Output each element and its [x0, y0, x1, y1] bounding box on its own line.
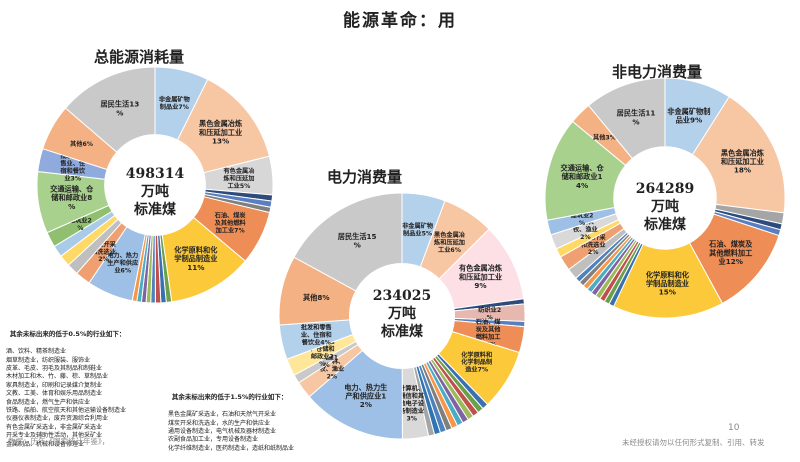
page-number: 10	[728, 423, 740, 433]
center-label-electric: 234025 万吨 标准煤	[352, 287, 452, 341]
footnote-line: 文教、工美、体育和娱乐用品制造业	[6, 390, 103, 398]
slice-label: 其他6%	[70, 140, 93, 148]
slice-label: 黑色金属冶炼和压延加工业6%	[434, 231, 466, 254]
slice-label: 其他8%	[303, 293, 330, 302]
center-unit: 万吨	[651, 199, 679, 215]
footnote-line: 化学纤维制造业，医药制造业，造纸和纸制品业	[168, 444, 295, 452]
slice-label: 电力、热力生产和供应业6%	[107, 251, 139, 274]
footnote-line: 黑色金属矿采选业，石油和天然气开采业	[168, 411, 277, 419]
donut-chart-total: 非金属矿物制品业7% 黑色金属冶炼和压延加工业 13% 有色金属冶炼和压延加工业5% 石…	[36, 66, 274, 304]
footnote-left-heading: 其余未标出来的低于0.5%的行业如下：	[9, 330, 126, 339]
donut-slice	[691, 95, 786, 214]
slice-label: 交通运输、仓储和邮政业1 4%	[561, 163, 605, 189]
center-unit: 万吨	[141, 184, 169, 200]
slice-label: 建筑业2%	[570, 212, 594, 227]
footnote-line: 皮革、毛皮、羽毛及其制品和制鞋业	[6, 365, 103, 373]
slice-label: 化学原料和化学制品制造业 15%	[646, 270, 690, 296]
chart-title-nonelectric: 非电力消费量	[612, 63, 703, 81]
footnote-right-heading: 其余未标出来的低于1.5%的行业如下：	[171, 393, 288, 402]
center-unit2: 标准煤	[134, 202, 176, 218]
footnote-line: 煤炭开采和洗选业，水的生产和供应业	[168, 419, 271, 427]
footnote-line: 烟草制造业，纺织服装、服饰业	[6, 356, 91, 364]
donut-slice	[587, 77, 666, 160]
footnote-left-lines: 酒、饮料、精茶制造业 烟草制造业，纺织服装、服饰业 皮革、毛皮、羽毛及其制品和制鞋业…	[6, 348, 126, 449]
footnote-line: 农副食品加工业，专用设备制造业	[168, 436, 259, 444]
footnote-line: 酒、饮料、精茶制造业	[6, 348, 67, 356]
chart-title-total: 总能源消耗量	[94, 48, 185, 66]
slice-label: 石油、煤炭及其他燃料加工业7%	[214, 212, 247, 235]
slice-label: 居民生活15%	[338, 232, 377, 250]
center-value: 498314	[125, 166, 185, 182]
slice-label: 黑色金属冶炼和压延加工业 13%	[198, 119, 243, 145]
footnote-left: 其余未标出来的低于0.5%的行业如下： 酒、饮料、精茶制造业 烟草制造业，纺织服装…	[6, 322, 126, 458]
slice-label: 居民生活11%	[617, 109, 656, 127]
footnote-line: 通用设备制造业，电气机械及器材制造业	[168, 428, 277, 436]
footnote-line: 家具制造业，印刷和记录媒介复制业	[6, 381, 103, 389]
slice-label: 有色金属冶炼和压延加工业5%	[223, 167, 255, 190]
footnote-line: 木材加工和木、竹、藤、棕、草制品业	[6, 373, 109, 381]
footnote-line: 仪器仪表制造业，废弃资源综合利用业	[6, 415, 109, 423]
footnote-line: 开采专业及辅助性活动，其他采矿业	[6, 432, 103, 440]
slice-label: 化学原料和化学制品制造业7%	[461, 351, 492, 374]
slice-label: 批发和零售业、住宿和餐饮业4%	[301, 324, 332, 347]
center-value: 234025	[372, 288, 432, 304]
slice-label: 居民生活13%	[100, 100, 139, 118]
center-unit2: 标准煤	[381, 324, 423, 340]
slice-label: 黑色金属冶炼和压延加工业 18%	[720, 148, 765, 174]
slice-label: 纺织业2%	[478, 306, 501, 321]
chart-title-electric: 电力消费量	[327, 168, 403, 186]
slice-label: 交通运输、仓储和邮政业8%	[50, 185, 94, 211]
page-title: 能源革命：用	[343, 11, 457, 31]
slice-label: 非金属矿物制品业5%	[402, 222, 434, 237]
footnote-line: 铁路、船舶、航空航天和其他运输设备制造业	[6, 407, 127, 415]
footnote-right-lines: 黑色金属矿采选业，石油和天然气开采业 煤炭开采和洗选业，水的生产和供应业 通用设备制…	[168, 411, 294, 453]
center-value: 264289	[635, 181, 695, 197]
slice-label: 非金属矿物制品业9%	[667, 107, 710, 125]
slice-label: 建筑业2%	[68, 216, 92, 231]
copyright-note: 未经授权请勿以任何形式复制、引用、转发	[622, 438, 765, 447]
center-unit2: 标准煤	[644, 217, 686, 233]
footnote-right: 其余未标出来的低于1.5%的行业如下： 黑色金属矿采选业，石油和天然气开采业 煤炭…	[168, 385, 294, 462]
footnote-line: 金属制品、机械和设备修理业	[6, 440, 85, 448]
slice-label: 电力、热力生产和供应业1 2%	[344, 383, 387, 409]
center-label-total: 498314 万吨 标准煤	[105, 165, 205, 219]
slice-label: 其他3%	[593, 134, 616, 142]
slice-label: 计算机、通信和其他电子设备制造业 3%	[398, 385, 425, 423]
slice-label: 石油、煤炭及其他燃料加工业12%	[708, 240, 753, 266]
center-label-nonelectric: 264289 万吨 标准煤	[615, 180, 715, 234]
slice-label: 有色金属冶炼和压延加工业 9%	[458, 264, 503, 290]
donut-chart-electric: 非金属矿物制品业5% 黑色金属冶炼和压延加工业6% 有色金属冶炼和压延加工业 9% 纺织…	[278, 192, 526, 440]
slice-label: 化学原料和化学制品制造业 11%	[174, 246, 218, 272]
center-unit: 万吨	[388, 306, 416, 322]
slice-label: 非金属矿物制品业7%	[159, 96, 191, 111]
footnote-line: 有色金属矿采选业，非金属矿采选业	[6, 423, 103, 431]
donut-chart-nonelectric: 非金属矿物制品业9% 黑色金属冶炼和压延加工业 18% 石油、煤炭及其他燃料加工业12…	[544, 77, 786, 319]
donut-slice	[64, 66, 156, 153]
donut-slice	[293, 192, 403, 292]
source-note: 数据：历年《国家统计年鉴》，	[8, 437, 110, 446]
footnote-line: 食品制造业，燃气生产和供应业	[6, 398, 91, 406]
